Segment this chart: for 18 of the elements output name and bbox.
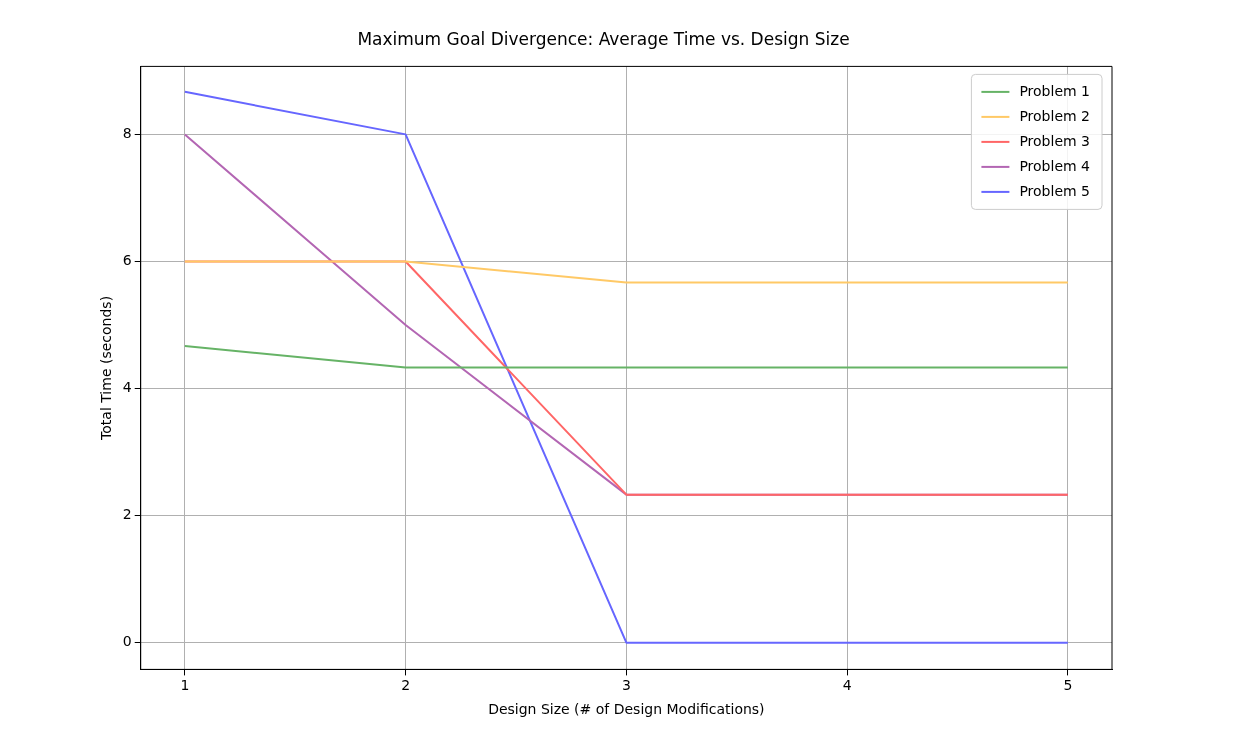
y-tick-label: 4	[122, 379, 132, 396]
chart-title: Maximum Goal Divergence: Average Time vs. Design Size	[357, 28, 850, 49]
legend-label: Problem 2	[1019, 107, 1091, 124]
y-tick-label: 2	[122, 506, 132, 523]
x-tick-label: 2	[401, 677, 411, 694]
legend-label: Problem 5	[1019, 182, 1091, 199]
x-tick-label: 1	[180, 677, 190, 694]
y-tick-label: 6	[122, 252, 132, 269]
x-axis-title: Design Size (# of Design Modifications)	[488, 701, 765, 718]
y-tick-label: 0	[122, 633, 132, 650]
legend-label: Problem 1	[1019, 82, 1091, 99]
legend-label: Problem 4	[1019, 157, 1091, 174]
y-tick-label: 8	[122, 125, 132, 142]
y-axis-title: Total Time (seconds)	[98, 295, 115, 441]
legend-label: Problem 3	[1019, 132, 1091, 149]
x-tick-label: 4	[842, 677, 852, 694]
x-tick-label: 5	[1063, 677, 1073, 694]
x-tick-label: 3	[621, 677, 631, 694]
